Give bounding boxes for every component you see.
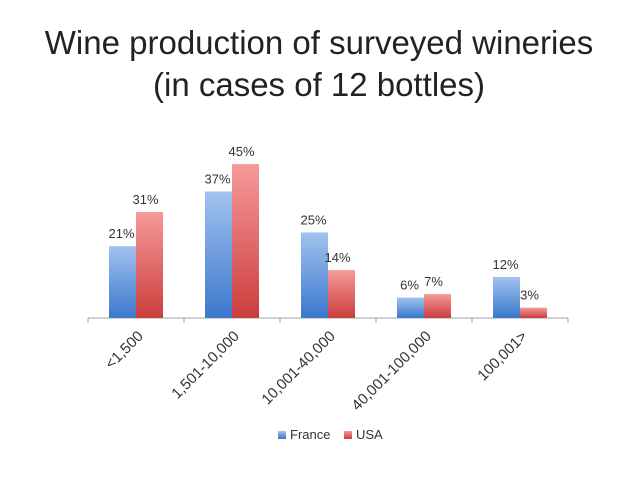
bar-france-3 <box>301 232 328 318</box>
data-label-usa-1: 31% <box>132 192 158 207</box>
category-label-2: 1,501-10,000 <box>168 328 243 403</box>
category-label-4: 40,001-100,000 <box>348 328 434 414</box>
data-label-usa-4: 7% <box>424 274 443 289</box>
legend-swatch-france <box>278 431 286 439</box>
bar-usa-5 <box>520 307 547 318</box>
data-label-usa-5: 3% <box>520 288 539 303</box>
data-label-usa-3: 14% <box>324 250 350 265</box>
data-label-france-2: 37% <box>204 171 230 186</box>
data-label-france-1: 21% <box>108 226 134 241</box>
bar-usa-3 <box>328 270 355 318</box>
chart-title-line1: Wine production of surveyed wineries <box>44 24 594 61</box>
bar-france-5 <box>493 276 520 318</box>
legend-label-france: France <box>290 427 330 442</box>
category-label-5: 100,001> <box>474 328 531 385</box>
bar-usa-1 <box>136 211 163 318</box>
bar-usa-2 <box>232 164 259 318</box>
legend-swatch-usa <box>344 431 352 439</box>
bar-france-1 <box>109 246 136 318</box>
chart-title-line2: (in cases of 12 bottles) <box>153 66 485 103</box>
bar-france-4 <box>397 297 424 318</box>
category-label-1: <1,500 <box>102 328 147 373</box>
category-label-3: 10,001-40,000 <box>258 328 338 408</box>
legend-label-usa: USA <box>356 427 383 442</box>
bar-usa-4 <box>424 294 451 318</box>
chart-title: Wine production of surveyed wineries (in… <box>0 22 638 106</box>
data-label-usa-2: 45% <box>228 144 254 159</box>
bar-france-2 <box>205 191 232 318</box>
chart-plot-area: 21% 31% <1,500 37% 45% 1,501-10,000 25% 14% 10,0… <box>87 144 569 442</box>
data-label-france-4: 6% <box>400 277 419 292</box>
data-label-france-3: 25% <box>300 213 326 228</box>
data-label-france-5: 12% <box>492 257 518 272</box>
